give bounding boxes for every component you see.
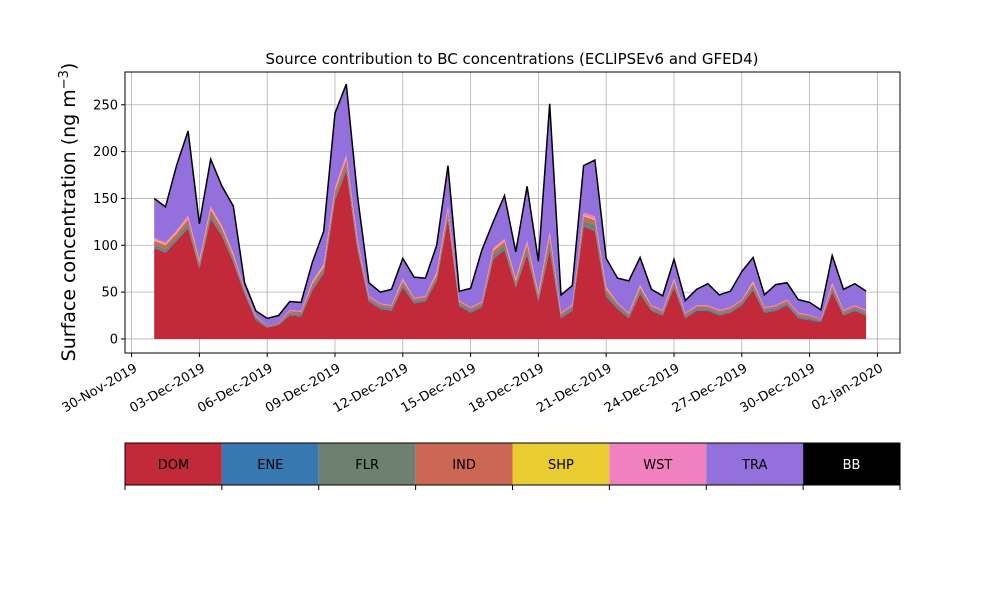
y-axis-label-text: Surface concentration (ng m — [58, 89, 80, 361]
x-tick-label: 24-Dec-2019 — [602, 361, 682, 416]
legend-label-dom: DOM — [158, 458, 189, 473]
x-tick-label: 03-Dec-2019 — [127, 361, 207, 416]
legend-swatch-bb — [803, 443, 900, 485]
legend: DOM ENE FLR IND SHP WST TRA BB — [124, 442, 901, 490]
legend-label-shp: SHP — [548, 458, 574, 473]
x-tick-label: 18-Dec-2019 — [466, 361, 546, 416]
plot-frame — [124, 71, 901, 354]
legend-label-ind: IND — [452, 458, 476, 473]
y-axis-label-sup: −3 — [57, 70, 72, 89]
x-tick-label: 06-Dec-2019 — [195, 361, 275, 416]
legend-label-wst: WST — [643, 458, 672, 473]
legend-label-tra: TRA — [741, 458, 767, 473]
x-tick-label: 30-Nov-2019 — [60, 361, 140, 416]
y-tick-label: 0 — [110, 332, 118, 347]
legend-label-bb: BB — [843, 458, 861, 473]
area-layer — [153, 83, 867, 339]
y-tick-label: 150 — [93, 192, 118, 207]
y-axis-label: Surface concentration (ng m−3) — [57, 63, 80, 362]
legend-swatch-dom — [125, 443, 222, 485]
area-dom — [154, 170, 867, 339]
x-tick-label: 21-Dec-2019 — [534, 361, 614, 416]
y-tick-label: 100 — [93, 239, 118, 254]
y-tick-label: 50 — [101, 286, 118, 301]
legend-swatch-ene — [221, 443, 319, 485]
legend-swatch-tra — [706, 443, 804, 485]
total-line — [153, 83, 867, 320]
legend-label-ene: ENE — [257, 458, 283, 473]
area-ind — [154, 159, 867, 327]
x-tick-label: 15-Dec-2019 — [399, 361, 479, 416]
legend-swatch-shp — [512, 443, 610, 485]
x-tick-label: 12-Dec-2019 — [331, 361, 411, 416]
legend-label-flr: FLR — [355, 458, 379, 473]
legend-swatch-ind — [415, 443, 513, 485]
x-tick-label: 27-Dec-2019 — [670, 361, 750, 416]
x-tick-label: 09-Dec-2019 — [263, 361, 343, 416]
y-tick-label: 250 — [93, 98, 118, 113]
chart-title: Source contribution to BC concentrations… — [265, 50, 758, 68]
x-tick-label: 02-Jan-2020 — [809, 361, 886, 414]
legend-swatch-wst — [609, 443, 707, 485]
y-tick-label: 200 — [93, 145, 118, 160]
x-tick-label: 30-Dec-2019 — [738, 361, 818, 416]
y-axis-label-close: ) — [58, 63, 80, 70]
legend-swatch-flr — [318, 443, 416, 485]
